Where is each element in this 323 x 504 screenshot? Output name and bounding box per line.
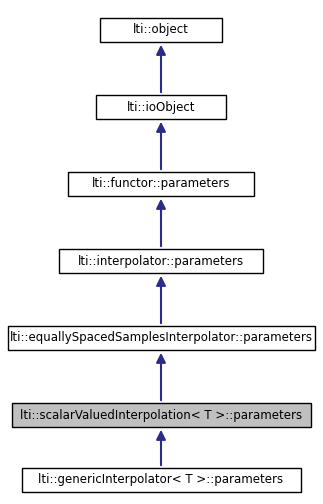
Bar <box>7 326 315 350</box>
Text: lti::scalarValuedInterpolation< T >::parameters: lti::scalarValuedInterpolation< T >::par… <box>20 409 302 421</box>
Bar <box>59 249 263 273</box>
Bar <box>100 18 222 42</box>
Text: lti::functor::parameters: lti::functor::parameters <box>92 177 230 191</box>
Bar <box>12 403 310 427</box>
Bar <box>22 468 300 492</box>
Text: lti::ioObject: lti::ioObject <box>127 100 195 113</box>
Text: lti::equallySpacedSamplesInterpolator::parameters: lti::equallySpacedSamplesInterpolator::p… <box>9 332 312 345</box>
Text: lti::genericInterpolator< T >::parameters: lti::genericInterpolator< T >::parameter… <box>38 473 284 486</box>
Bar <box>96 95 226 119</box>
Text: lti::interpolator::parameters: lti::interpolator::parameters <box>78 255 244 268</box>
Bar <box>68 172 254 196</box>
Text: lti::object: lti::object <box>133 24 189 36</box>
